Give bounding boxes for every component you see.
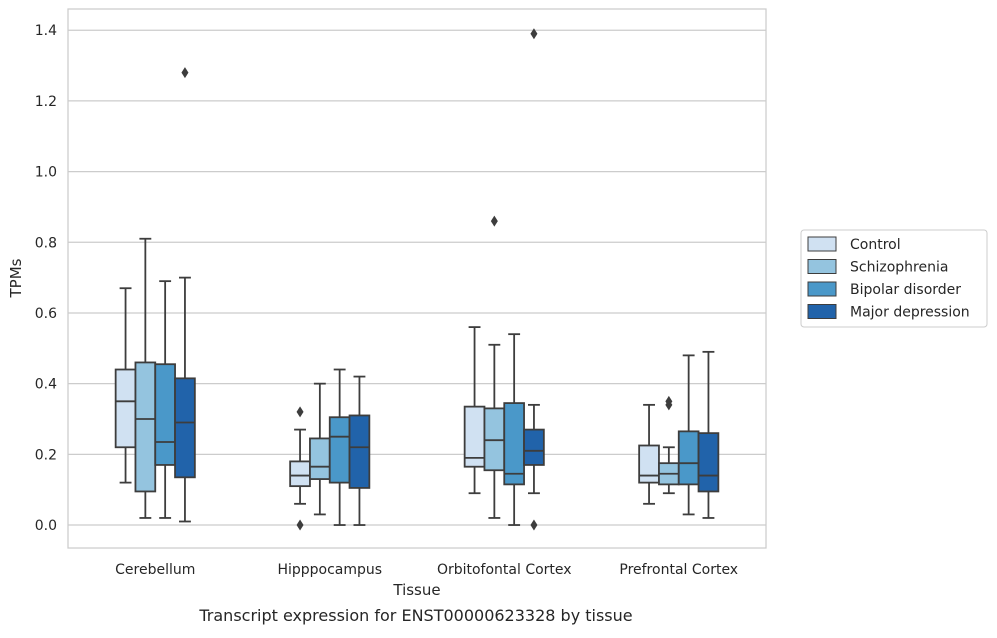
box-body [503, 402, 525, 486]
box-body [289, 460, 311, 488]
box-0-3 [638, 403, 660, 505]
plot-frame [67, 8, 767, 549]
box-2-2 [503, 333, 525, 526]
y-tick-label: 0.8 [35, 235, 57, 251]
legend-label: Control [850, 237, 901, 253]
y-tick-labels: 0.0 0.2 0.4 0.6 0.8 1.0 1.2 1.4 [35, 23, 57, 534]
y-tick-label: 0.4 [35, 377, 57, 393]
outlier-point [296, 519, 304, 531]
x-tick-labels: Cerebellum Hipppocampus Orbitofontal Corte… [115, 562, 738, 578]
box-body [154, 363, 176, 466]
legend-label: Major depression [850, 305, 970, 321]
box-body [114, 368, 137, 449]
outlier-point [530, 28, 538, 40]
box-2-0 [154, 280, 176, 519]
legend-swatch [807, 236, 837, 252]
legend-label: Schizophrenia [850, 260, 948, 276]
legend-label: Bipolar disorder [850, 282, 961, 298]
legend-swatch [807, 259, 837, 274]
y-tick-label: 1.4 [35, 23, 57, 39]
box-1-3 [658, 395, 680, 495]
box-1-2 [483, 215, 506, 519]
outlier-point [296, 406, 304, 418]
x-tick-label: Prefrontal Cortex [619, 562, 738, 578]
legend: Control Schizophrenia Bipolar disorder Majo… [800, 229, 988, 328]
outlier-point [665, 395, 673, 407]
outlier-point [530, 519, 538, 531]
legend-swatch [807, 281, 837, 297]
legend-swatch [807, 304, 837, 319]
box-body [523, 428, 545, 466]
y-tick-label: 1.2 [35, 94, 57, 110]
box-body [638, 444, 660, 484]
box-body [309, 437, 331, 480]
box-0-1 [289, 406, 311, 531]
box-3-0 [174, 67, 196, 523]
box-body [348, 414, 371, 489]
y-tick-label: 0.2 [35, 447, 57, 463]
x-tick-label: Hipppocampus [277, 562, 382, 578]
box-body [174, 377, 196, 479]
x-axis-label: Tissue [392, 581, 440, 599]
x-tick-label: Cerebellum [115, 562, 195, 578]
box-0-0 [114, 287, 137, 484]
boxes-layer [114, 28, 720, 531]
outlier-point [181, 67, 189, 79]
box-2-1 [328, 368, 351, 526]
x-tick-label: Orbitofontal Cortex [437, 562, 572, 578]
y-tick-label: 1.0 [35, 165, 57, 181]
legend-frame [800, 229, 988, 328]
box-3-1 [348, 375, 371, 526]
box-body [134, 361, 157, 493]
box-body [328, 416, 351, 484]
y-axis-label: TPMs [7, 258, 25, 298]
y-tick-label: 0.0 [35, 518, 57, 534]
y-tick-label: 0.6 [35, 306, 57, 322]
legend-items: Control Schizophrenia Bipolar disorder Majo… [807, 236, 970, 321]
box-1-0 [134, 237, 157, 519]
box-3-3 [697, 350, 720, 519]
figure-caption: Transcript expression for ENST0000062332… [199, 606, 633, 625]
box-3-2 [523, 28, 545, 531]
outlier-point [490, 215, 498, 227]
box-body [677, 430, 700, 486]
box-body [697, 432, 720, 493]
